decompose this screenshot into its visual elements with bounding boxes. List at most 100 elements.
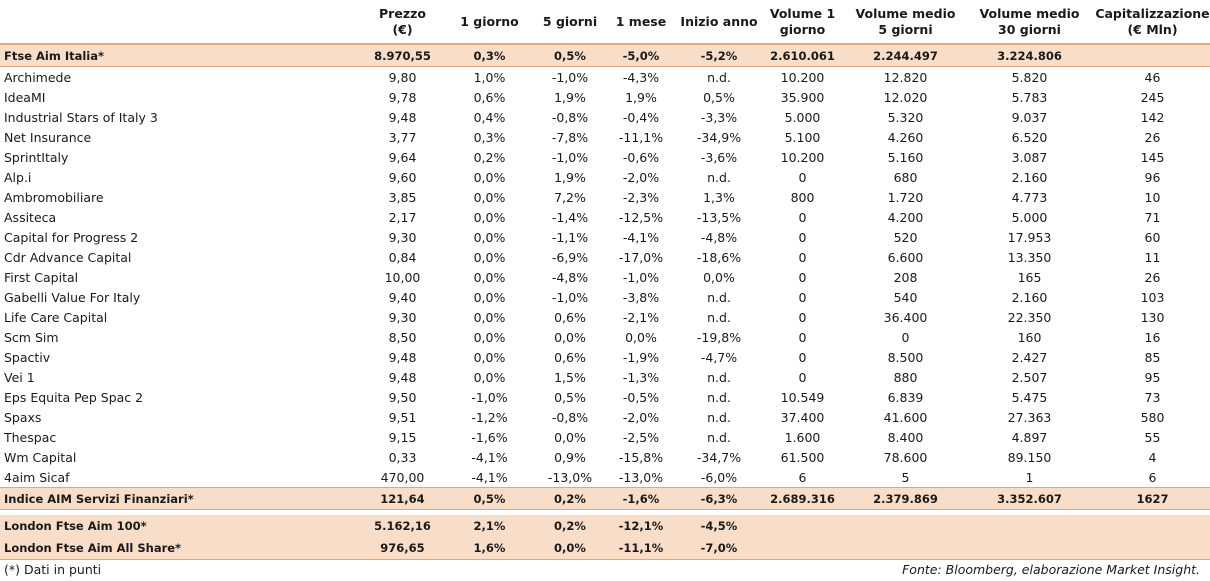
cell-price: 121,64	[364, 487, 441, 510]
cell-cap: 16	[1144, 329, 1161, 345]
cell-1m: -4,1%	[622, 229, 660, 245]
cell-vol1: 5.000	[784, 109, 821, 125]
cell-1m: -3,8%	[622, 289, 660, 305]
cell-vol30: 4.897	[1011, 429, 1048, 445]
cell-5d: 0,5%	[554, 389, 586, 405]
cell-1d: 0,0%	[473, 369, 506, 385]
cell-1m: -2,0%	[622, 169, 660, 185]
cell-vol30: 165	[1017, 269, 1042, 285]
cell-vol5: 36.400	[883, 309, 928, 325]
cell-vol5	[847, 537, 964, 560]
cell-1d: 0,0%	[473, 269, 506, 285]
aim-spac-table: Prezzo (€) 1 giorno 5 giorni 1 mese Inizi…	[0, 0, 1210, 560]
cell-vol5: 5.320	[887, 109, 924, 125]
cell-5d: 0,9%	[554, 449, 586, 465]
table-row: Spaxs 9,51 -1,2% -0,8% -2,0% n.d. 37.400 41.600…	[0, 407, 1210, 427]
cell-name	[0, 509, 364, 515]
cell-1d: 0,0%	[473, 249, 506, 265]
table-row: IdeaMI 9,78 0,6% 1,9% 1,9% 0,5% 35.900 12.020 5.…	[0, 87, 1210, 107]
cell-vol5: 5.160	[887, 149, 924, 165]
cell-vol1: 10.200	[780, 149, 825, 165]
cell-1m: -17,0%	[618, 249, 664, 265]
cell-vol1: 0	[798, 309, 807, 325]
cell-cap: 142	[1140, 109, 1165, 125]
cell-vol1: 0	[798, 229, 807, 245]
cell-price: 9,40	[388, 289, 417, 305]
cell-1d: 0,0%	[473, 189, 506, 205]
cell-vol30: 9.037	[1011, 109, 1048, 125]
cell-5d: -1,4%	[551, 209, 589, 225]
cell-5d: 1,9%	[554, 169, 586, 185]
header-ytd: Inizio anno	[680, 0, 758, 45]
cell-vol30: 13.350	[1007, 249, 1052, 265]
cell-ytd: -19,8%	[696, 329, 742, 345]
cell-ytd: -4,5%	[680, 515, 758, 537]
cell-vol1	[758, 515, 847, 537]
london-index-row: London Ftse Aim 100* 5.162,16 2,1% 0,2% -12,…	[0, 515, 1210, 537]
cell-ytd: n.d.	[707, 69, 731, 85]
cell-1m: -2,1%	[622, 309, 660, 325]
index-price: 8.970,55	[364, 43, 441, 67]
index-1m: -5,0%	[602, 43, 680, 67]
cell-ytd: n.d.	[707, 409, 731, 425]
cell-5d: -4,8%	[551, 269, 589, 285]
cell-ytd: n.d.	[707, 289, 731, 305]
cell-1m: -12,1%	[602, 515, 680, 537]
table-row: Assiteca 2,17 0,0% -1,4% -12,5% -13,5% 0 4.200 5…	[0, 207, 1210, 227]
cell-name: First Capital	[4, 269, 79, 285]
cell-5d: 1,5%	[554, 369, 586, 385]
cell-ytd	[680, 509, 758, 515]
cell-name: Capital for Progress 2	[4, 229, 139, 245]
index-row-servizi-finanziari: Indice AIM Servizi Finanziari* 121,64 0,5%…	[0, 487, 1210, 510]
cell-vol5: 4.260	[887, 129, 924, 145]
cell-name: Industrial Stars of Italy 3	[4, 109, 158, 125]
cell-vol5: 78.600	[883, 449, 928, 465]
cell-vol30: 5.000	[1011, 209, 1048, 225]
cell-vol1: 0	[798, 269, 807, 285]
cell-price: 9,78	[388, 89, 417, 105]
cell-1m: -2,5%	[622, 429, 660, 445]
cell-vol30: 3.087	[1011, 149, 1048, 165]
table-row: Wm Capital 0,33 -4,1% 0,9% -15,8% -34,7% 61.50…	[0, 447, 1210, 467]
cell-1d: 0,0%	[473, 289, 506, 305]
cell-price: 9,48	[388, 109, 417, 125]
cell-price: 0,33	[388, 449, 417, 465]
index-5d: 0,5%	[538, 43, 602, 67]
cell-1m: -11,1%	[602, 537, 680, 560]
cell-ytd: 0,5%	[703, 89, 735, 105]
cell-vol1: 0	[798, 369, 807, 385]
cell-cap: 10	[1144, 189, 1161, 205]
cell-price: 0,84	[388, 249, 417, 265]
cell-price: 3,85	[388, 189, 417, 205]
table-row: Ambromobiliare 3,85 0,0% 7,2% -2,3% 1,3% 800 1.…	[0, 187, 1210, 207]
cell-cap: 145	[1140, 149, 1165, 165]
cell-ytd: n.d.	[707, 369, 731, 385]
cell-cap: 55	[1144, 429, 1161, 445]
header-name	[0, 0, 364, 45]
index-row-ftse-aim-italia: Ftse Aim Italia* 8.970,55 0,3% 0,5% -5,0…	[0, 43, 1210, 67]
cell-price: 9,51	[388, 409, 417, 425]
cell-cap: 96	[1144, 169, 1161, 185]
cell-price: 10,00	[384, 269, 421, 285]
cell-1d: -4,1%	[471, 469, 508, 485]
cell-price: 9,30	[388, 309, 417, 325]
cell-vol30: 4.773	[1011, 189, 1048, 205]
cell-1m	[602, 509, 680, 515]
cell-price: 9,48	[388, 369, 417, 385]
cell-ytd: -4,7%	[700, 349, 738, 365]
cell-1d: 0,0%	[473, 309, 506, 325]
cell-vol30: 5.475	[1011, 389, 1048, 405]
cell-name: 4aim Sicaf	[4, 469, 70, 485]
cell-ytd: -34,7%	[696, 449, 742, 465]
cell-ytd: -7,0%	[680, 537, 758, 560]
cell-price: 976,65	[364, 537, 441, 560]
header-vol5: Volume medio 5 giorni	[847, 0, 964, 45]
table-row: Cdr Advance Capital 0,84 0,0% -6,9% -17,0% -1…	[0, 247, 1210, 267]
cell-vol5: 540	[893, 289, 918, 305]
table-body: Ftse Aim Italia* 8.970,55 0,3% 0,5% -5,0…	[0, 43, 1210, 560]
cell-5d: 0,2%	[538, 515, 602, 537]
cell-vol30: 5.820	[1011, 69, 1048, 85]
cell-name: Wm Capital	[4, 449, 77, 465]
cell-price: 9,50	[388, 389, 417, 405]
cell-1d: 0,0%	[473, 329, 506, 345]
